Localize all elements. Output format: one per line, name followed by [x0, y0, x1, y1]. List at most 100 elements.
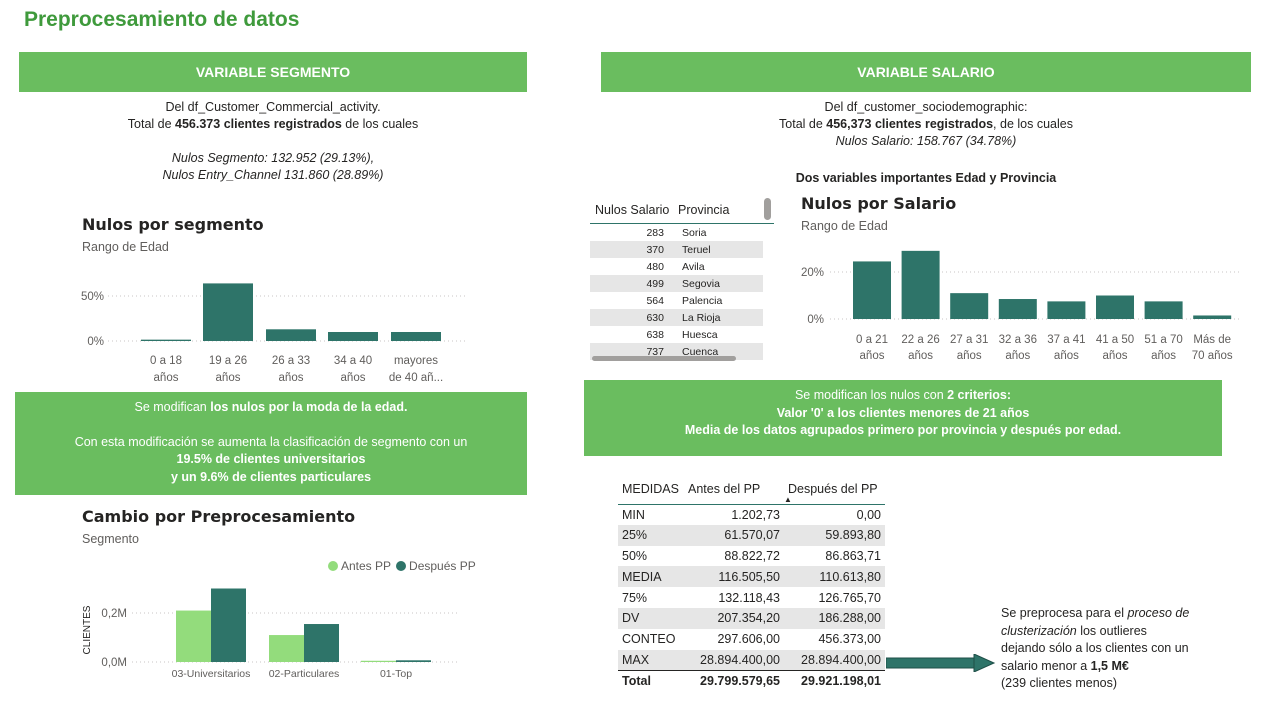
medidas-row: MIN 1.202,73 0,00	[618, 504, 885, 525]
chart-nulos-salario-subtitle: Rango de Edad	[801, 219, 888, 233]
x-tick-0-l1: 0 a 18	[150, 355, 182, 367]
header-provincia: Provincia	[678, 202, 730, 217]
x-tick-0-l2: años	[154, 372, 179, 384]
horizontal-scrollbar[interactable]	[592, 356, 736, 361]
header-despues[interactable]: Después del PP ▲	[784, 481, 878, 504]
cell-provincia: Huesca	[682, 328, 718, 341]
note-l5: (239 clientes menos)	[1001, 676, 1118, 690]
medidas-table: MEDIDAS Antes del PP Después del PP ▲ MIN…	[618, 474, 885, 692]
salario-table-row: 737 Cuenca	[590, 343, 763, 360]
bar-nulos-salario	[950, 293, 989, 319]
segmento-desc-line1: Del df_Customer_Commercial_activity.	[165, 100, 381, 114]
x-tick-label: años	[1054, 350, 1079, 362]
segmento-desc-entry: Nulos Entry_Channel 131.860 (28.89%)	[162, 168, 384, 182]
cell-despues: 126.765,70	[818, 590, 881, 605]
x-tick-particulares: 02-Particulares	[269, 668, 340, 680]
medidas-header-row: MEDIDAS Antes del PP Después del PP ▲	[618, 474, 885, 504]
salario-table-row: 638 Huesca	[590, 326, 763, 343]
bar-nulos-segmento	[266, 329, 316, 341]
bar-nulos-segmento	[391, 332, 441, 341]
header-nulos-salario: Nulos Salario	[595, 202, 670, 217]
cell-nulos-salario: 283	[646, 226, 664, 239]
cell-provincia: Soria	[682, 226, 707, 239]
y-tick-0: 0%	[807, 314, 824, 326]
x-tick-label: 0 a 21	[856, 334, 888, 346]
cell-nulos-salario: 630	[590, 309, 678, 326]
x-tick-label: años	[860, 350, 885, 362]
x-tick-1-l2: años	[216, 372, 241, 384]
y-tick-50: 50%	[81, 291, 104, 303]
salario-table-row: 283 Soria	[590, 224, 763, 241]
bar-nulos-segmento	[328, 332, 378, 341]
cell-provincia: Segovia	[678, 275, 763, 292]
bar-nulos-salario	[1193, 315, 1232, 319]
cell-nulos-salario: 564	[646, 294, 664, 307]
x-tick-label: 70 años	[1192, 350, 1233, 362]
salario-table-row: 370 Teruel	[590, 241, 763, 258]
segmento-desc-nulos: Nulos Segmento: 132.952 (29.13%),	[171, 151, 375, 165]
salario-desc-line2: Total de 456,373 clientes registrados, d…	[779, 117, 1073, 131]
x-tick-label: años	[908, 350, 933, 362]
medidas-total-row: Total 29.799.579,65 29.921.198,01	[618, 669, 885, 692]
note-l3: dejando sólo a los clientes con un	[1001, 641, 1189, 655]
x-tick-label: 32 a 36	[999, 334, 1037, 346]
x-tick-label: 37 a 41	[1047, 334, 1085, 346]
cell-medida: MIN	[622, 507, 645, 522]
cell-antes: 207.354,20	[684, 607, 784, 629]
x-tick-label: 27 a 31	[950, 334, 988, 346]
x-tick-label: Más de	[1193, 334, 1231, 346]
cell-despues: 110.613,80	[784, 566, 885, 588]
cell-nulos-salario: 638	[646, 328, 664, 341]
salario-provincia-table[interactable]: Nulos Salario Provincia 283 Soria 370 Terue…	[590, 196, 774, 362]
cell-antes: 116.505,50	[684, 566, 784, 588]
cell-medida: MEDIA	[618, 566, 684, 588]
y-tick-00m: 0,0M	[101, 657, 127, 669]
chart-nulos-segmento-title: Nulos por segmento	[82, 215, 264, 234]
bar-nulos-salario	[1096, 295, 1134, 319]
cell-medida: 25%	[618, 524, 684, 546]
note-l1: Se preprocesa para el proceso de	[1001, 606, 1190, 620]
vertical-scrollbar[interactable]	[764, 198, 771, 220]
x-tick-2-l1: 26 a 33	[272, 355, 310, 367]
cell-total-antes: 29.799.579,65	[684, 669, 784, 692]
cell-antes: 1.202,73	[731, 507, 780, 522]
x-tick-3-l2: años	[341, 372, 366, 384]
cell-despues: 86.863,71	[825, 548, 881, 563]
chart-nulos-salario-title: Nulos por Salario	[801, 194, 957, 213]
y-tick-0: 0%	[87, 336, 104, 348]
bar-antes-pp	[269, 635, 304, 662]
bar-antes-pp	[361, 660, 396, 662]
x-tick-label: años	[1005, 350, 1030, 362]
medidas-row: 50% 88.822,72 86.863,71	[618, 546, 885, 567]
salario-desc-line1: Del df_customer_sociodemographic:	[824, 100, 1028, 114]
medidas-table-grid: MEDIDAS Antes del PP Después del PP ▲ MIN…	[618, 474, 885, 692]
header-medidas: MEDIDAS	[622, 481, 679, 496]
bar-nulos-salario	[1047, 301, 1086, 319]
note-l2: clusterización los outlieres	[1001, 623, 1147, 638]
cell-provincia: Avila	[682, 260, 705, 273]
x-tick-top: 01-Top	[380, 668, 412, 680]
bar-nulos-salario	[853, 261, 891, 319]
cell-nulos-salario: 480	[646, 260, 664, 273]
cell-provincia: Palencia	[682, 294, 723, 307]
cell-nulos-salario: 737	[590, 343, 678, 360]
cell-medida: 50%	[622, 548, 648, 563]
cell-despues: 28.894.400,00	[784, 649, 885, 671]
medidas-row: MEDIA 116.505,50 110.613,80	[618, 566, 885, 588]
salario-description: Del df_customer_sociodemographic: Total …	[601, 99, 1251, 150]
x-tick-label: 41 a 50	[1096, 334, 1134, 346]
salario-table-row: 564 Palencia	[590, 292, 763, 309]
chart-nulos-salario: 20% 0% 0 a 21 años 22 a 26 años 27 a 31 años 3…	[801, 250, 1240, 362]
cell-antes: 28.894.400,00	[684, 649, 784, 671]
medidas-row: 25% 61.570,07 59.893,80	[618, 524, 885, 546]
legend-antes-swatch	[328, 561, 338, 571]
cell-provincia: Cuenca	[678, 343, 763, 360]
salario-info-l2: Valor '0' a los clientes menores de 21 a…	[776, 405, 1030, 420]
cell-antes: 132.118,43	[718, 590, 780, 605]
x-tick-2-l2: años	[279, 372, 304, 384]
cell-total-label: Total	[618, 669, 684, 692]
x-tick-label: 51 a 70	[1144, 334, 1182, 346]
bar-despues-pp	[304, 624, 339, 662]
cell-despues: 59.893,80	[784, 524, 885, 546]
medidas-row: MAX 28.894.400,00 28.894.400,00	[618, 649, 885, 671]
